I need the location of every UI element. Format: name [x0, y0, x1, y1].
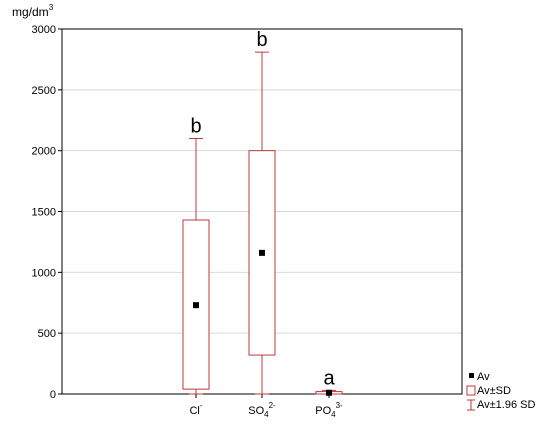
x-tick-label-base: SO	[248, 405, 264, 417]
y-tick-label: 1000	[32, 267, 56, 279]
significance-label: b	[256, 29, 267, 51]
y-tick-label: 0	[50, 389, 56, 401]
x-tick-label-subscript: 4	[264, 410, 269, 419]
y-tick-label: 2500	[32, 85, 56, 97]
y-axis-label-superscript: 3	[49, 3, 54, 12]
legend-whisker-label: Av±1.96 SD	[477, 399, 535, 411]
y-tick-label: 3000	[32, 24, 56, 36]
x-tick-label-superscript: -	[200, 401, 203, 410]
significance-label: a	[323, 367, 335, 389]
y-axis: 0 500 1000 1500 2000 2500 3000	[32, 24, 62, 401]
legend-box-label: Av±SD	[477, 385, 511, 397]
box-3: a	[315, 367, 343, 396]
mean-marker	[193, 302, 199, 309]
legend-box-marker	[466, 385, 476, 396]
y-axis-label-text: mg/dm	[12, 5, 49, 19]
y-axis-label: mg/dm3	[12, 3, 54, 19]
mean-marker	[259, 249, 265, 256]
x-tick-label-base: Cl	[189, 405, 199, 417]
x-tick-label: SO42-	[248, 401, 276, 419]
box-2: b	[248, 29, 276, 395]
x-tick-label-subscript: 4	[331, 410, 336, 419]
legend-mean-marker	[469, 373, 474, 378]
y-tick-label: 1500	[32, 207, 56, 219]
y-tick-label: 500	[38, 328, 56, 340]
x-tick-label-base: PO	[315, 405, 331, 417]
x-tick-label-superscript: 3-	[336, 401, 343, 410]
x-tick-label: Cl-	[189, 401, 202, 417]
box-1: b	[182, 116, 210, 395]
x-tick-label: PO43-	[315, 401, 343, 419]
mean-marker	[326, 389, 332, 396]
x-tick-label-superscript: 2-	[269, 401, 276, 410]
significance-label: b	[190, 116, 201, 138]
x-axis: Cl- SO42- PO43-	[189, 394, 343, 419]
box-marks: b b a	[182, 29, 343, 396]
y-tick-label: 2000	[32, 146, 56, 158]
legend-mean-label: Av	[477, 371, 490, 383]
legend: Av Av±SD Av±1.96 SD	[466, 371, 535, 411]
